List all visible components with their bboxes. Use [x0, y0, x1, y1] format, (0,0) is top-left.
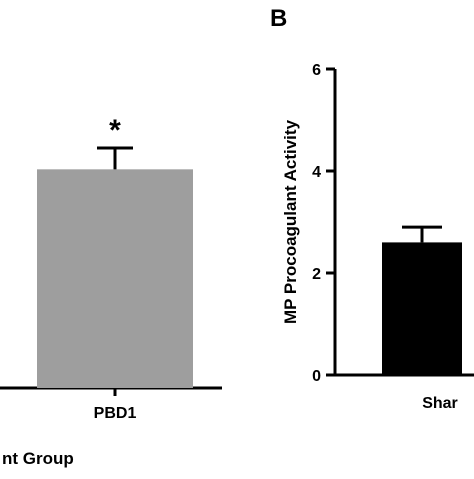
y-tick-label: 4: [312, 164, 321, 181]
panel-b-y-axis-label: MP Procoagulant Activity: [281, 119, 300, 324]
panel-label-b: B: [270, 5, 287, 32]
significance-marker: *: [109, 114, 121, 147]
panel-a: * PBD1 nt Group: [0, 114, 222, 468]
panel-b-y-ticks: 0 2 4 6: [312, 62, 335, 385]
bar-sham: [382, 242, 462, 375]
panel-b: B MP Procoagulant Activity 0 2 4 6 Shar: [270, 5, 474, 412]
bar-pbd1: [37, 169, 193, 388]
y-tick-label: 6: [312, 62, 321, 79]
y-tick-label: 0: [312, 368, 321, 385]
x-tick-label-pbd1: PBD1: [94, 405, 137, 422]
x-tick-label-sham: Shar: [422, 395, 458, 412]
y-tick-label: 2: [312, 266, 321, 283]
panel-a-x-axis-label: nt Group: [2, 449, 74, 468]
